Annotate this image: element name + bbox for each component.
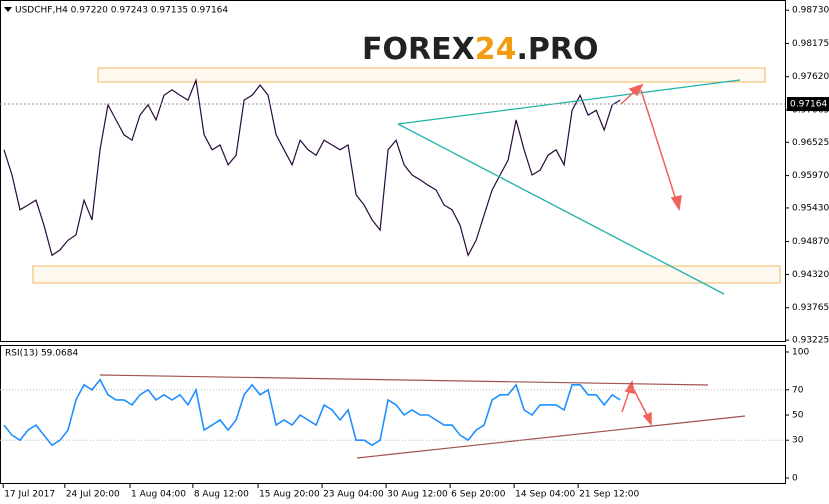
arrow — [621, 388, 631, 413]
x-tick-label: 24 Jul 20:00 — [66, 490, 120, 500]
y-tick-label: 0.94320 — [792, 270, 829, 280]
rsi-panel — [0, 345, 786, 484]
x-tick-label: 1 Aug 04:00 — [131, 490, 186, 500]
watermark-part: .PRO — [516, 32, 598, 67]
watermark: FOREX24.PRO — [362, 32, 598, 67]
last-price-label: 0.97164 — [790, 100, 827, 110]
support-zone — [32, 265, 781, 284]
x-tick-label: 17 Jul 2017 — [4, 490, 55, 500]
x-tick-label: 14 Sep 04:00 — [515, 490, 575, 500]
trend-line — [397, 123, 725, 295]
x-tick-label: 21 Sep 12:00 — [579, 490, 639, 500]
arrow-head — [670, 195, 682, 212]
arrow — [640, 89, 677, 201]
y-tick-label: 0.97620 — [792, 72, 829, 82]
y-tick-label: 100 — [792, 348, 809, 358]
price-plot — [3, 78, 621, 257]
x-tick-label: 6 Sep 20:00 — [451, 490, 506, 500]
forecast-arrows — [620, 83, 682, 426]
y-tick-label: 50 — [792, 411, 804, 421]
chart-title: USDCHF,H4 0.97220 0.97243 0.97135 0.9716… — [15, 6, 228, 16]
watermark-part: 24 — [475, 32, 517, 67]
y-tick-label: 0.98730 — [792, 6, 829, 16]
x-tick-label: 15 Aug 20:00 — [259, 490, 320, 500]
price-panel — [0, 0, 786, 342]
rsi-title: RSI(13) 59.0684 — [5, 349, 78, 359]
x-tick-label: 8 Aug 12:00 — [194, 490, 249, 500]
y-tick-label: 0.95970 — [792, 171, 829, 181]
trend-line — [397, 79, 741, 125]
arrow-head — [628, 83, 644, 97]
y-tick-label: 0.93765 — [792, 303, 829, 313]
y-tick-label: 0.94870 — [792, 237, 829, 247]
rsi-trend-line — [356, 415, 746, 459]
rsi-line — [3, 378, 621, 447]
resistance-zone — [97, 67, 766, 83]
y-tick-label: 0.98175 — [792, 39, 829, 49]
arrow-head — [642, 411, 652, 426]
y-tick-label: 70 — [792, 385, 804, 395]
last-price-box — [787, 97, 829, 112]
watermark-part: FOREX — [362, 32, 475, 67]
rsi-trend-line — [99, 374, 709, 386]
y-tick-label: 0.93225 — [792, 336, 829, 346]
y-tick-label: 0.96525 — [792, 138, 829, 148]
x-tick-label: 30 Aug 12:00 — [387, 490, 448, 500]
x-tick-label: 23 Aug 04:00 — [323, 490, 384, 500]
y-tick-label: 0.95430 — [792, 203, 829, 213]
arrow — [632, 387, 649, 418]
price-line — [3, 78, 621, 257]
y-tick-label: 30 — [792, 436, 804, 446]
symbol-icon — [4, 7, 12, 12]
y-tick-label: 0 — [792, 474, 798, 484]
